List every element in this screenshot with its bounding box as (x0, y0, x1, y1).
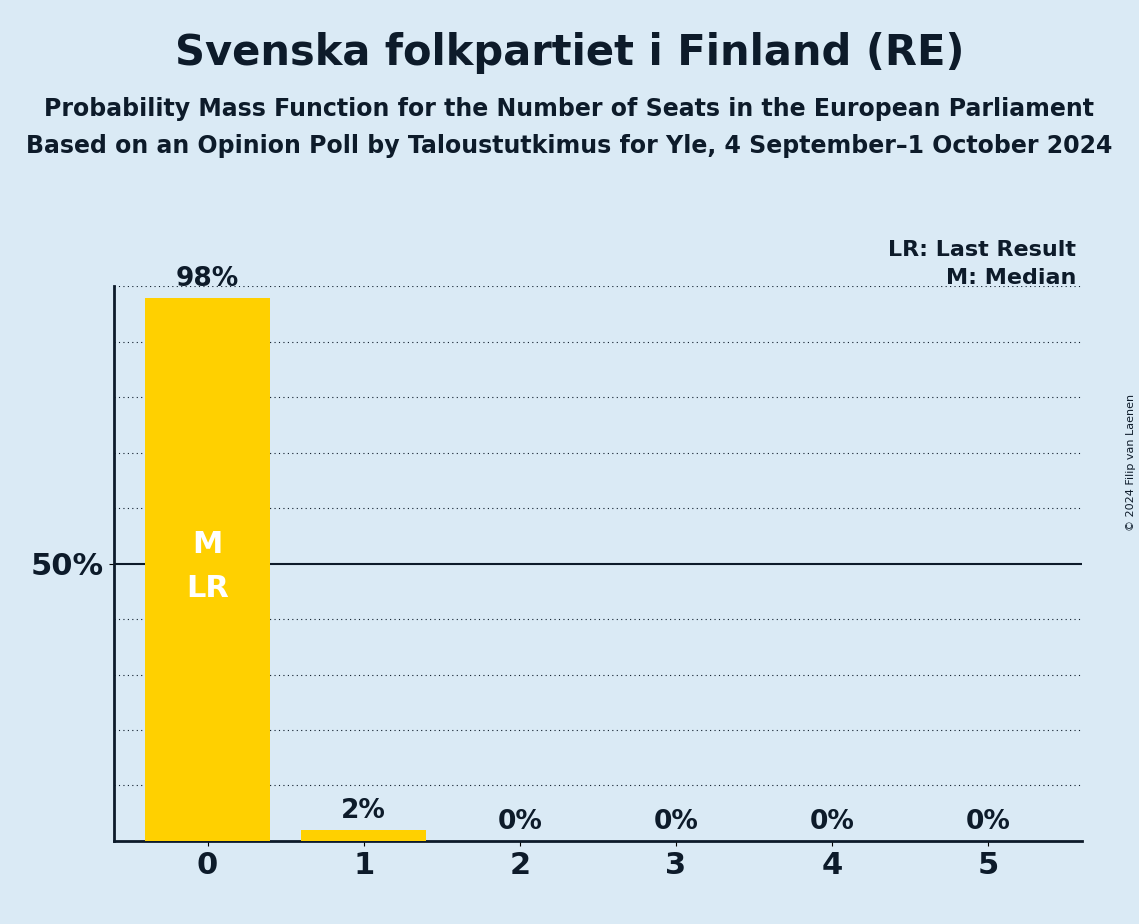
Text: Based on an Opinion Poll by Taloustutkimus for Yle, 4 September–1 October 2024: Based on an Opinion Poll by Taloustutkim… (26, 134, 1113, 158)
Text: LR: LR (186, 574, 229, 603)
Text: Probability Mass Function for the Number of Seats in the European Parliament: Probability Mass Function for the Number… (44, 97, 1095, 121)
Text: M: Median: M: Median (947, 268, 1076, 288)
Text: 0%: 0% (654, 809, 698, 835)
Bar (302, 830, 426, 841)
Text: © 2024 Filip van Laenen: © 2024 Filip van Laenen (1126, 394, 1136, 530)
Text: 0%: 0% (810, 809, 854, 835)
Text: 0%: 0% (966, 809, 1010, 835)
Text: 98%: 98% (175, 266, 239, 292)
Text: 2%: 2% (342, 798, 386, 824)
Text: LR: Last Result: LR: Last Result (888, 240, 1076, 261)
Bar (145, 298, 270, 841)
Text: Svenska folkpartiet i Finland (RE): Svenska folkpartiet i Finland (RE) (174, 32, 965, 74)
Text: 0%: 0% (498, 809, 542, 835)
Text: M: M (192, 529, 223, 559)
